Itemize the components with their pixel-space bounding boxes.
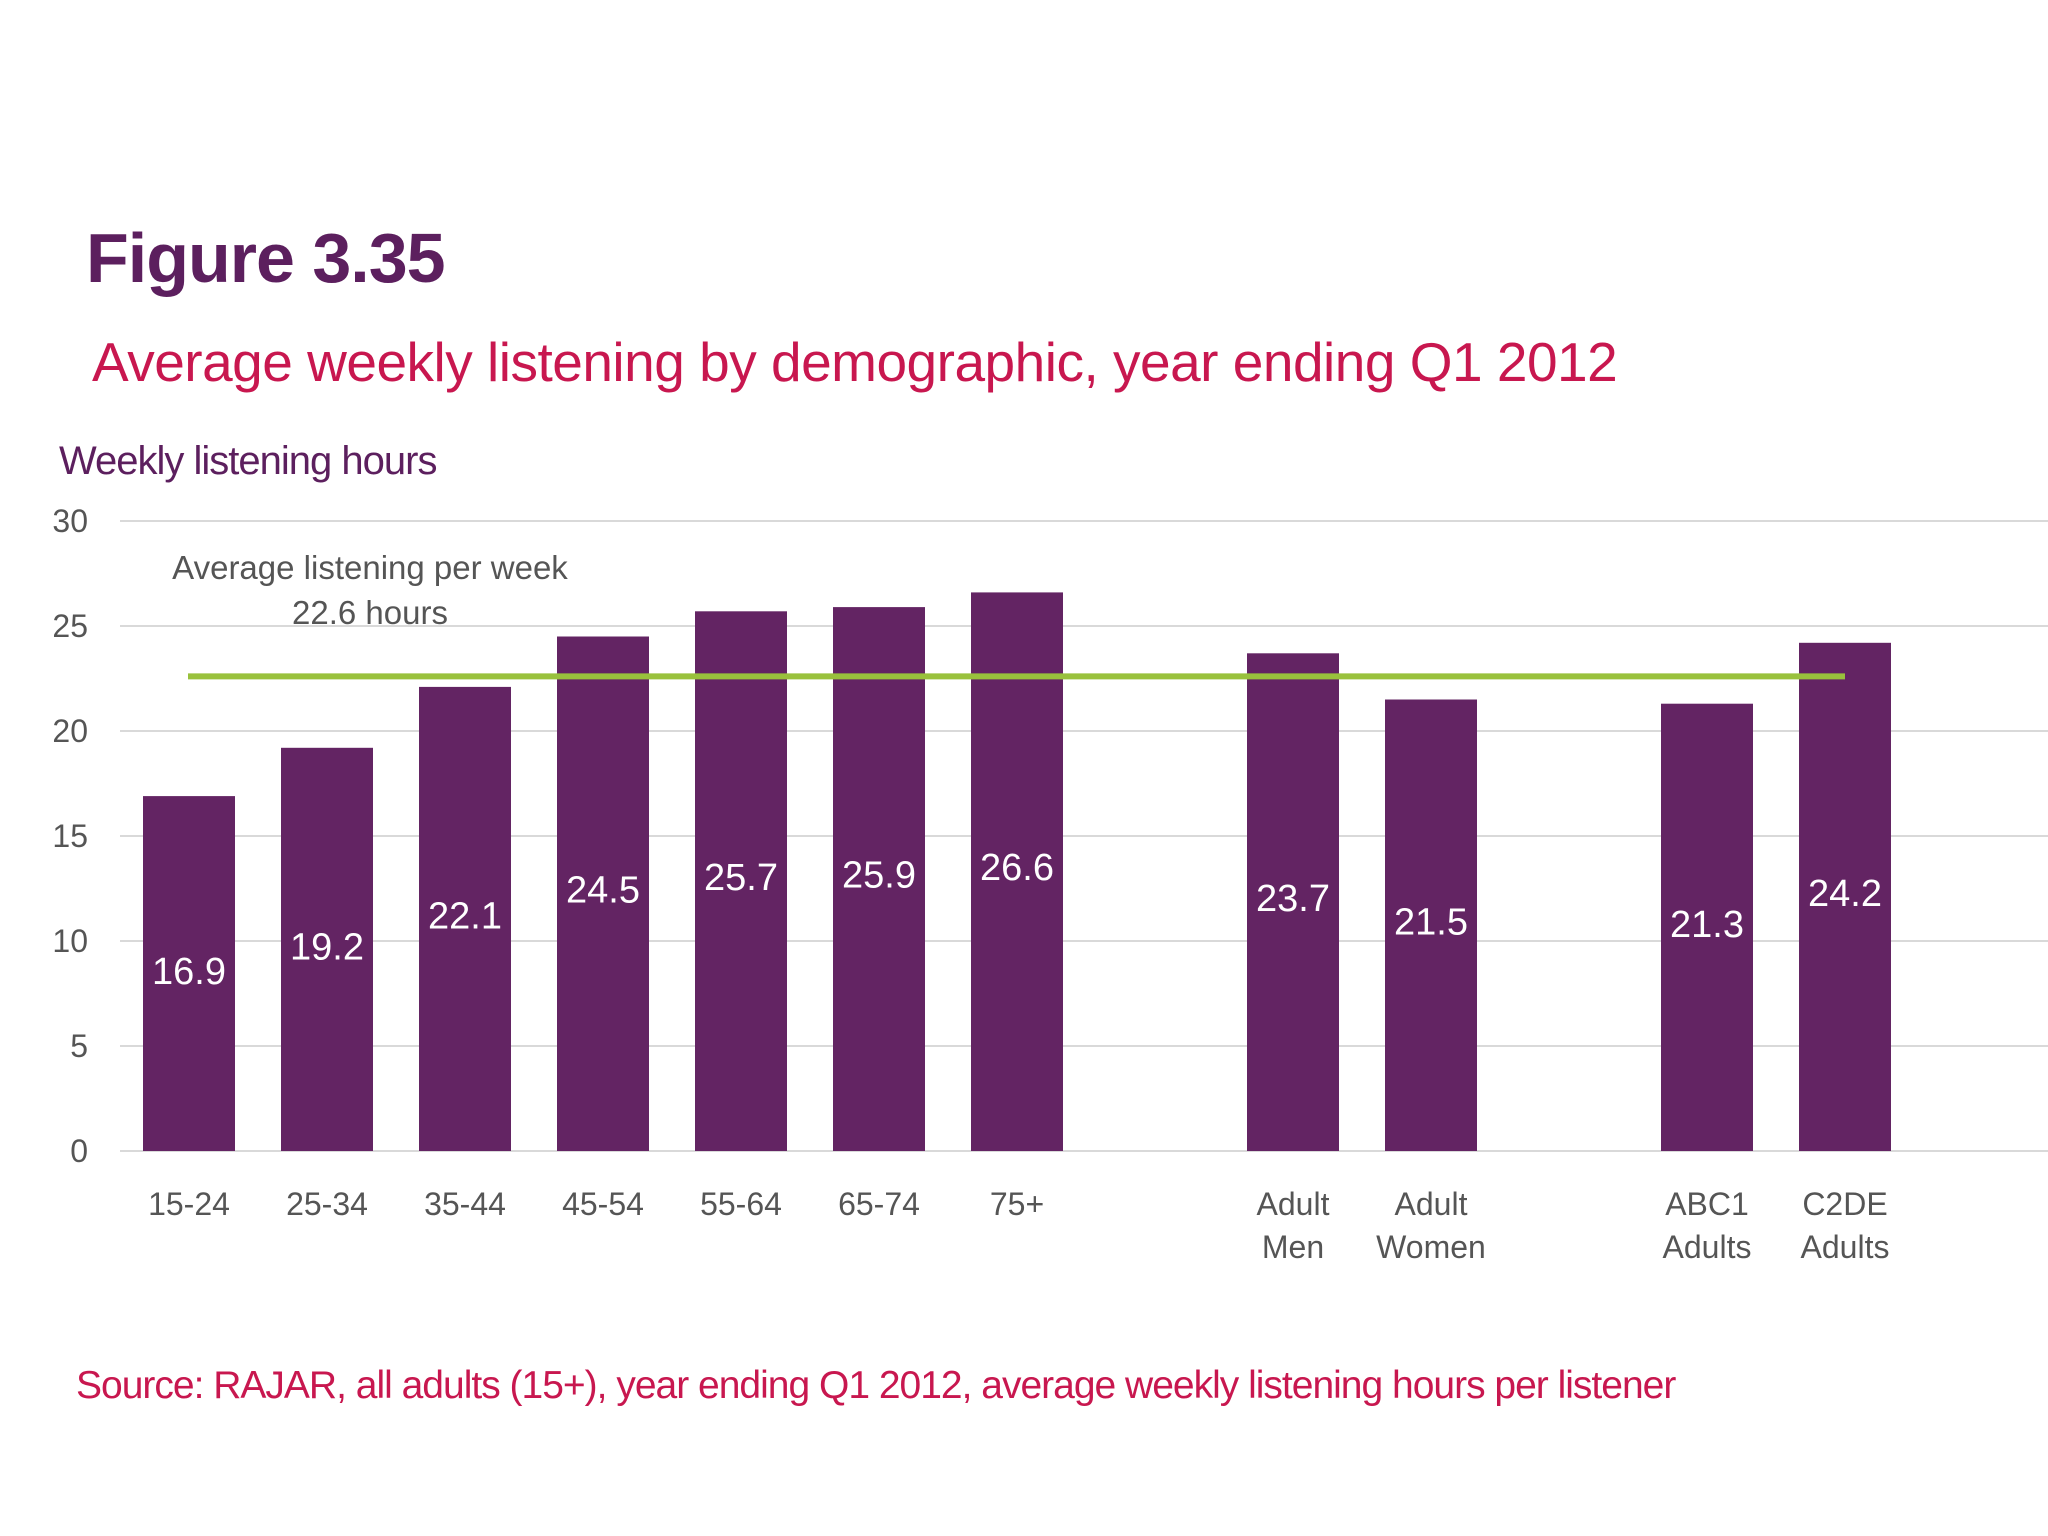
bar-value-label: 24.2 <box>1808 873 1882 915</box>
y-tick-label: 10 <box>52 923 88 959</box>
bar <box>1385 699 1477 1151</box>
bar-value-label: 16.9 <box>152 951 226 993</box>
x-tick-label: 45-54 <box>562 1186 644 1222</box>
bar-value-label: 26.6 <box>980 847 1054 889</box>
y-tick-label: 25 <box>52 608 88 644</box>
y-axis-ticks: 0 5 10 15 20 25 30 <box>52 503 88 1169</box>
x-tick-label: 75+ <box>990 1186 1044 1222</box>
bar <box>281 747 373 1151</box>
bar-value-label: 25.9 <box>842 855 916 897</box>
bar-value-label: 19.2 <box>290 926 364 968</box>
bar <box>1799 642 1891 1151</box>
bar-value-label: 21.5 <box>1394 902 1468 944</box>
x-tick-label: Adult <box>1395 1186 1468 1222</box>
average-label-line2: 22.6 hours <box>292 594 448 631</box>
bar <box>833 607 925 1151</box>
y-tick-label: 15 <box>52 818 88 854</box>
x-tick-label: 35-44 <box>424 1186 506 1222</box>
y-tick-label: 5 <box>70 1028 88 1064</box>
x-tick-label: 55-64 <box>700 1186 782 1222</box>
bar-value-label: 21.3 <box>1670 904 1744 946</box>
y-tick-label: 0 <box>70 1133 88 1169</box>
bar <box>557 636 649 1151</box>
figure-label: Figure 3.35 <box>86 219 446 297</box>
source-note: Source: RAJAR, all adults (15+), year en… <box>76 1364 1676 1407</box>
y-axis-title: Weekly listening hours <box>59 439 437 483</box>
bar-value-label: 22.1 <box>428 895 502 937</box>
bar <box>419 686 511 1151</box>
chart-title: Average weekly listening by demographic,… <box>92 331 1618 393</box>
bar-value-label: 25.7 <box>704 857 778 899</box>
average-label-line1: Average listening per week <box>172 549 568 586</box>
x-tick-label: 65-74 <box>838 1186 920 1222</box>
x-tick-label: 25-34 <box>286 1186 368 1222</box>
x-tick-label: Women <box>1376 1229 1486 1265</box>
x-tick-label: 15-24 <box>148 1186 230 1222</box>
x-tick-label: Adults <box>1801 1229 1890 1265</box>
x-axis-categories: 15-24 25-34 35-44 45-54 55-64 65-74 75+ Adult Me… <box>148 1186 1889 1265</box>
y-tick-label: 30 <box>52 503 88 539</box>
bar <box>1247 653 1339 1151</box>
x-tick-label: Adult <box>1257 1186 1330 1222</box>
bar-value-label: 24.5 <box>566 870 640 912</box>
y-tick-label: 20 <box>52 713 88 749</box>
bar <box>143 796 235 1151</box>
x-tick-label: Men <box>1262 1229 1324 1265</box>
x-tick-label: Adults <box>1663 1229 1752 1265</box>
bar <box>695 611 787 1151</box>
bars: 16.9 19.2 22.1 24.5 25.7 25.9 26.6 23.7 21.5 21.3… <box>143 592 1891 1151</box>
average-line-group: Average listening per week 22.6 hours <box>172 549 1845 680</box>
x-tick-label: ABC1 <box>1665 1186 1749 1222</box>
bar <box>971 592 1063 1151</box>
bar <box>1661 703 1753 1151</box>
x-tick-label: C2DE <box>1802 1186 1887 1222</box>
bar-value-label: 23.7 <box>1256 878 1330 920</box>
